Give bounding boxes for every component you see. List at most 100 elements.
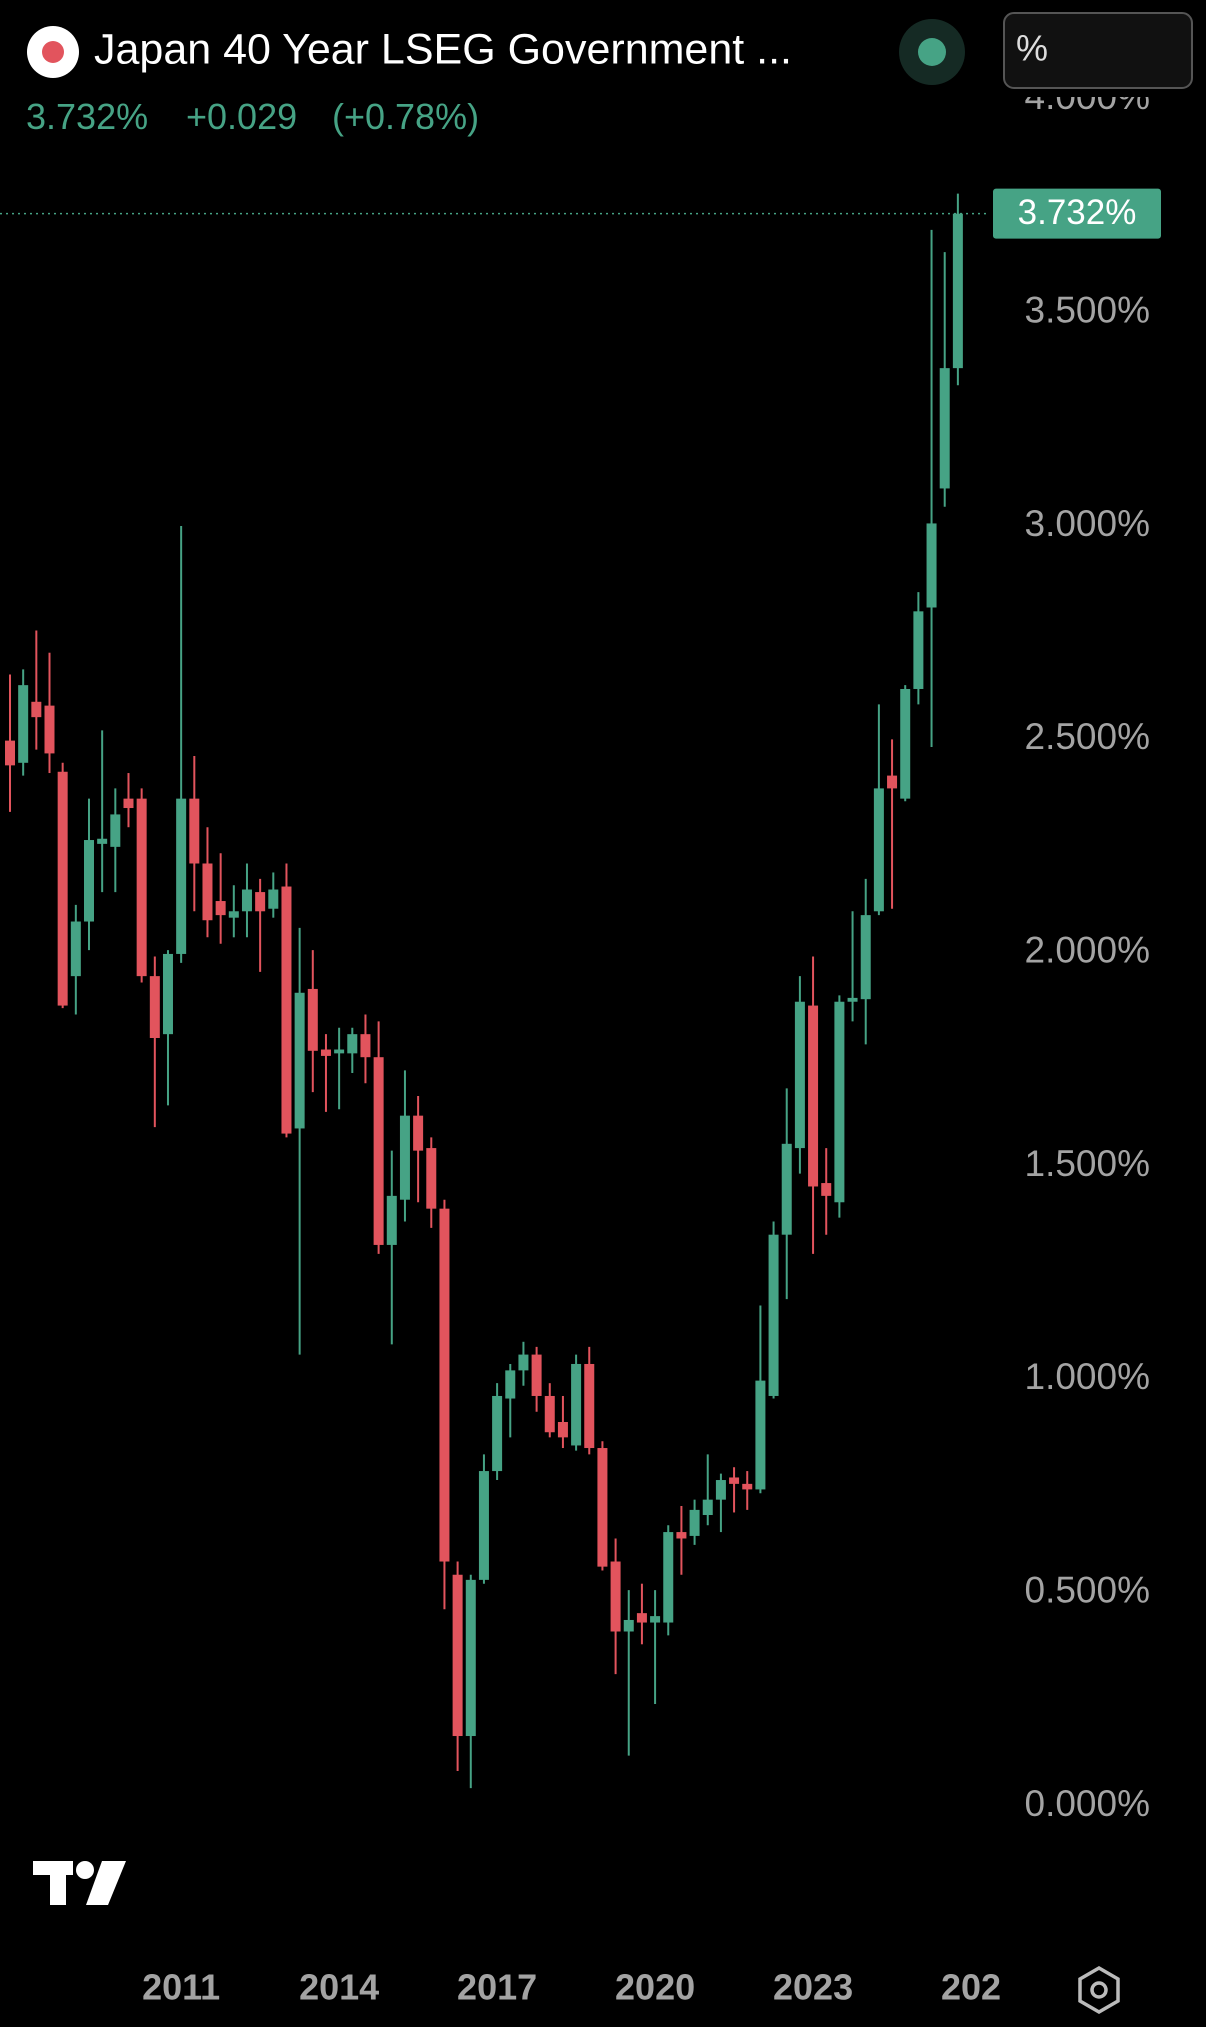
y-tick-label: 1.500% xyxy=(1025,1143,1151,1184)
candle-body xyxy=(162,953,173,1035)
candle-body xyxy=(531,1354,542,1396)
candle-body xyxy=(505,1370,516,1399)
candle-body xyxy=(860,915,871,1000)
unit-input[interactable] xyxy=(1003,12,1193,89)
candle-body xyxy=(31,701,42,718)
candle-body xyxy=(373,1057,384,1245)
last-price-box xyxy=(993,188,1161,239)
y-tick-label: 0.000% xyxy=(1025,1783,1151,1824)
candle-body xyxy=(873,788,884,912)
candle-body xyxy=(926,523,937,608)
candle-body xyxy=(900,688,911,799)
candle-body xyxy=(110,814,121,847)
candle-body xyxy=(939,368,950,489)
price: 3.732% xyxy=(26,96,148,137)
candle-body xyxy=(689,1509,700,1536)
candle-body xyxy=(228,911,239,918)
candle-body xyxy=(821,1183,832,1196)
y-tick-label: 0.500% xyxy=(1025,1569,1151,1610)
candle-body xyxy=(597,1448,608,1567)
candle-body xyxy=(149,976,160,1038)
candle-body xyxy=(663,1532,674,1623)
candle-body xyxy=(176,798,187,954)
candle-body xyxy=(742,1483,753,1490)
candle-body xyxy=(439,1208,450,1562)
candle-body xyxy=(808,1005,819,1187)
candle-body xyxy=(676,1532,687,1539)
candle-body xyxy=(755,1380,766,1490)
status-dot[interactable] xyxy=(918,38,946,66)
x-tick-label: 2020 xyxy=(615,1967,695,2008)
candle-body xyxy=(729,1477,740,1484)
candle-body xyxy=(281,886,292,1134)
candle-body xyxy=(294,992,305,1129)
x-tick-label: 2023 xyxy=(773,1967,853,2008)
y-tick-label: 1.000% xyxy=(1025,1356,1151,1397)
candle-body xyxy=(241,889,252,912)
candle-body xyxy=(952,213,963,369)
settings-icon-center xyxy=(1090,1981,1108,1999)
x-tick-label: 2011 xyxy=(142,1967,220,2008)
candle-body xyxy=(768,1234,779,1396)
flag-dot xyxy=(42,41,64,63)
candle-body xyxy=(847,997,858,1002)
price-line-text: 3.732% +0.029 (+0.78%) xyxy=(26,96,479,137)
candle-body xyxy=(347,1034,358,1054)
candle-body xyxy=(83,840,94,922)
candle-body xyxy=(70,921,81,977)
change-pct: (+0.78%) xyxy=(332,96,479,137)
candle-body xyxy=(610,1561,621,1632)
logo-part xyxy=(86,1861,126,1905)
candle-body xyxy=(215,901,226,916)
candle-body xyxy=(399,1115,410,1200)
candle-body xyxy=(44,705,55,754)
x-tick-label: 202 xyxy=(941,1967,1001,2008)
candle-body xyxy=(123,798,134,809)
candle-body xyxy=(452,1574,463,1737)
candle-body xyxy=(478,1471,489,1580)
candle-body xyxy=(320,1049,331,1056)
header: Japan 40 Year LSEG Government ... % 3.73… xyxy=(0,0,1206,137)
y-tick-label: 3.500% xyxy=(1025,289,1151,330)
candle-body xyxy=(360,1034,371,1058)
y-tick-label: 2.000% xyxy=(1025,929,1151,970)
candle-body xyxy=(623,1619,634,1632)
x-tick-label: 2017 xyxy=(457,1967,537,2008)
candle-body xyxy=(465,1579,476,1737)
tv-logo xyxy=(33,1861,126,1905)
unit-input-text: % xyxy=(1016,28,1048,69)
candle-body xyxy=(57,771,68,1006)
candle-body xyxy=(492,1395,503,1472)
candle-body xyxy=(255,892,266,912)
candle-body xyxy=(307,988,318,1051)
candle-body xyxy=(557,1422,568,1438)
candle-body xyxy=(650,1616,661,1623)
candle-body xyxy=(636,1613,647,1623)
candle-body xyxy=(386,1195,397,1245)
logo-part xyxy=(76,1861,94,1879)
candle-body xyxy=(834,1001,845,1203)
last-price-label: 3.732% xyxy=(1018,193,1137,232)
candle-body xyxy=(136,798,147,977)
candle-body xyxy=(268,889,279,909)
candle-body xyxy=(584,1363,595,1449)
candle-body xyxy=(334,1049,345,1054)
candle-body xyxy=(887,775,898,789)
candle-body xyxy=(794,1001,805,1149)
candle-body xyxy=(781,1143,792,1235)
candle-body xyxy=(5,740,16,766)
candle-body xyxy=(413,1115,424,1151)
candle-body xyxy=(702,1499,713,1516)
candle-body xyxy=(189,798,200,864)
candle-body xyxy=(202,863,213,921)
candle-body xyxy=(715,1480,726,1500)
candle-body xyxy=(18,685,29,763)
y-tick-label: 2.500% xyxy=(1025,716,1151,757)
candle-body xyxy=(571,1363,582,1446)
logo-part xyxy=(50,1861,66,1905)
candle-body xyxy=(544,1395,555,1433)
x-tick-label: 2014 xyxy=(299,1967,379,2008)
settings-icon[interactable] xyxy=(1078,1965,1120,2015)
